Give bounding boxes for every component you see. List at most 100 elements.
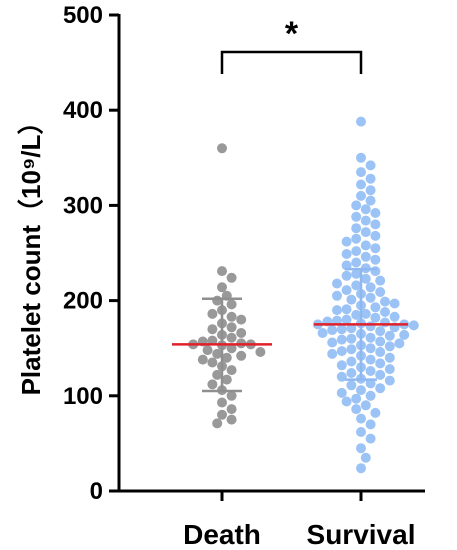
data-point-survival [365, 321, 376, 332]
data-point-death [236, 328, 247, 338]
data-point-survival [365, 173, 376, 184]
data-point-survival [384, 352, 395, 363]
data-point-survival [389, 311, 400, 322]
data-point-death [202, 345, 213, 356]
data-point-survival [360, 273, 371, 284]
data-point-survival [399, 329, 410, 340]
data-point-survival [351, 233, 362, 244]
data-point-survival [336, 360, 347, 371]
data-point-survival [370, 302, 381, 313]
data-point-death [207, 357, 218, 368]
data-point-death [217, 266, 227, 277]
data-point-survival [336, 346, 347, 357]
data-point-survival [336, 324, 347, 335]
data-point-survival [360, 251, 371, 262]
data-point-death [212, 418, 223, 429]
data-point-survival [365, 185, 376, 196]
data-point-survival [356, 152, 366, 163]
data-point-survival [370, 230, 381, 241]
data-point-survival [356, 443, 366, 454]
data-point-death [221, 374, 232, 385]
data-point-survival [384, 364, 395, 375]
data-point-death [217, 282, 227, 293]
y-tick-label: 500 [63, 2, 103, 29]
data-point-death [217, 409, 227, 420]
data-point-survival [360, 240, 371, 251]
data-point-survival [356, 463, 366, 474]
data-point-survival [365, 433, 376, 444]
data-point-survival [380, 296, 390, 307]
data-point-survival [360, 215, 371, 226]
data-point-survival [336, 387, 347, 398]
data-point-survival [351, 223, 362, 234]
data-point-survival [341, 260, 352, 271]
data-point-survival [360, 308, 371, 319]
y-tick-label: 0 [90, 478, 103, 505]
data-point-survival [365, 160, 376, 171]
data-point-death [226, 343, 237, 354]
data-point-survival [351, 404, 362, 415]
data-point-survival [341, 314, 352, 325]
data-point-survival [365, 419, 376, 430]
data-point-survival [346, 368, 357, 378]
data-point-death [207, 308, 218, 319]
data-point-survival [351, 268, 362, 279]
data-point-survival [384, 375, 395, 386]
data-point-death [212, 369, 223, 380]
data-point-survival [365, 390, 376, 401]
data-point-survival [384, 341, 395, 352]
data-point-survival [370, 407, 381, 418]
data-point-survival [384, 330, 395, 341]
data-point-survival [341, 285, 352, 296]
data-point-survival [356, 413, 366, 424]
data-point-survival [370, 219, 381, 230]
data-point-survival [341, 249, 352, 259]
y-axis-title: Platelet count（10⁹/L） [16, 109, 46, 396]
data-point-survival [346, 380, 357, 391]
data-point-death [226, 390, 237, 401]
data-point-death [226, 414, 237, 425]
data-point-survival [351, 200, 362, 211]
data-point-survival [365, 292, 376, 303]
data-point-survival [327, 325, 338, 336]
data-point-survival [332, 305, 342, 316]
data-point-survival [375, 275, 386, 286]
data-point-survival [365, 366, 376, 376]
data-point-death [236, 314, 247, 325]
labels-layer: 0 100 200 300 400 500 Death Survival Platelet co… [16, 2, 415, 550]
data-point-survival [365, 195, 376, 206]
data-point-survival [365, 282, 376, 293]
data-point-death [226, 404, 237, 415]
significance-bracket [220, 50, 363, 74]
data-point-death [226, 311, 237, 322]
data-point-survival [346, 323, 357, 334]
x-tick-label-death: Death [183, 519, 261, 550]
significance-star: * [285, 15, 299, 53]
data-point-survival [365, 343, 376, 354]
data-point-survival [356, 179, 366, 190]
data-point-survival [370, 254, 381, 265]
data-point-survival [356, 427, 366, 437]
data-point-survival [351, 280, 362, 291]
data-point-death [197, 354, 208, 365]
data-point-survival [346, 344, 357, 355]
x-tick-label-survival: Survival [307, 519, 416, 550]
data-point-survival [370, 243, 381, 254]
data-point-survival [375, 347, 386, 357]
data-point-death [226, 299, 237, 310]
data-point-survival [351, 309, 362, 320]
data-point-survival [375, 369, 386, 380]
data-point-survival [365, 354, 376, 365]
y-tick-label: 400 [63, 97, 103, 124]
data-point-death [207, 335, 218, 346]
axes-layer [109, 13, 425, 501]
data-point-survival [365, 332, 376, 343]
data-point-survival [336, 371, 347, 382]
data-point-survival [351, 257, 362, 268]
data-point-survival [336, 334, 347, 345]
data-point-death [207, 379, 218, 390]
data-point-survival [375, 287, 386, 297]
data-point-death [221, 352, 232, 363]
data-point-death [236, 350, 247, 361]
